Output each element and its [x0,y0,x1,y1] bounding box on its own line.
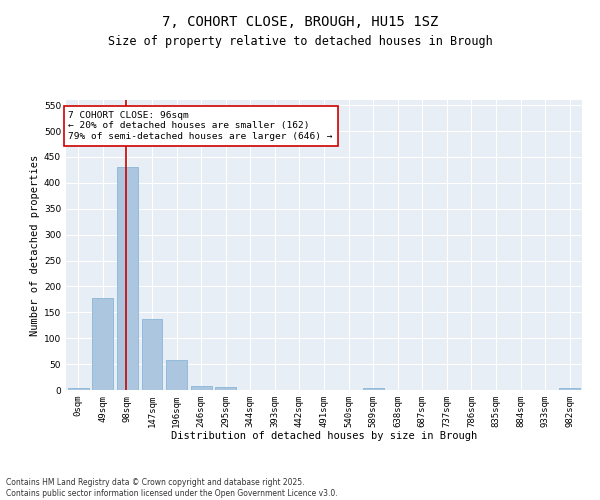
Bar [117,168,138,390]
Bar [559,388,580,390]
Bar [142,319,163,390]
Bar [362,388,383,390]
Text: Contains HM Land Registry data © Crown copyright and database right 2025.
Contai: Contains HM Land Registry data © Crown c… [6,478,338,498]
Text: 7 COHORT CLOSE: 96sqm
← 20% of detached houses are smaller (162)
79% of semi-det: 7 COHORT CLOSE: 96sqm ← 20% of detached … [68,111,333,141]
Bar [215,387,236,390]
Text: Size of property relative to detached houses in Brough: Size of property relative to detached ho… [107,34,493,48]
Text: 7, COHORT CLOSE, BROUGH, HU15 1SZ: 7, COHORT CLOSE, BROUGH, HU15 1SZ [162,16,438,30]
Y-axis label: Number of detached properties: Number of detached properties [30,154,40,336]
X-axis label: Distribution of detached houses by size in Brough: Distribution of detached houses by size … [171,432,477,442]
Bar [92,298,113,390]
Bar [191,386,212,390]
Bar [166,360,187,390]
Bar [68,388,89,390]
